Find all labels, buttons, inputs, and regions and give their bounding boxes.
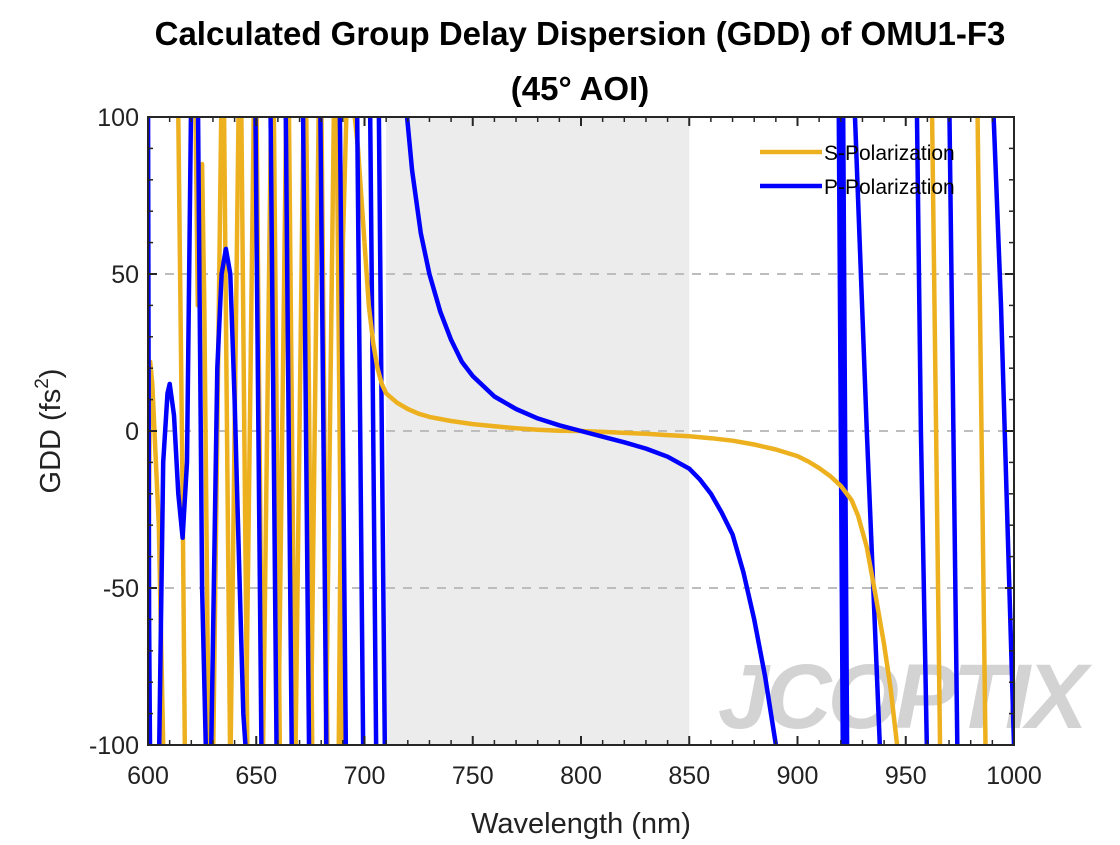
x-tick-label: 850 xyxy=(668,762,710,790)
series-line-p-polarization xyxy=(404,117,779,745)
oscillation-segment xyxy=(195,117,209,745)
legend: S-Polarization P-Polarization xyxy=(760,142,955,199)
oscillation-segment xyxy=(376,117,388,745)
y-axis-label-sup: 2 xyxy=(32,378,53,389)
y-axis-label-main: GDD (fs xyxy=(35,389,67,494)
x-tick-label: 650 xyxy=(235,762,277,790)
x-tick-label: 950 xyxy=(885,762,927,790)
oscillation-segment xyxy=(840,117,850,745)
y-tick-label: 0 xyxy=(125,418,139,446)
chart-subtitle: (45° AOI) xyxy=(511,70,650,107)
oscillation-segment xyxy=(209,246,248,745)
x-tick-label: 900 xyxy=(777,762,819,790)
oscillation-segment xyxy=(852,117,883,745)
oscillation-segment xyxy=(947,117,960,745)
oscillation-segment xyxy=(367,117,379,745)
y-axis-label: GDD (fs2) xyxy=(32,369,67,494)
x-tick-label: 800 xyxy=(560,762,602,790)
oscillation-segment xyxy=(243,117,256,745)
oscillation-segment xyxy=(914,117,930,745)
oscillation-segment xyxy=(253,117,264,745)
watermark: JCOPTIX xyxy=(718,646,1092,748)
oscillation-segment xyxy=(286,117,298,745)
oscillation-segment xyxy=(283,117,294,745)
oscillation-segment xyxy=(991,117,1014,745)
oscillation-segment xyxy=(300,117,312,745)
y-axis-label-close: ) xyxy=(35,369,67,379)
x-tick-label: 600 xyxy=(127,762,169,790)
x-axis-label: Wavelength (nm) xyxy=(471,808,691,840)
axis-ticks xyxy=(147,116,1015,746)
series-line-s-polarization xyxy=(362,242,900,745)
y-tick-label: 100 xyxy=(97,104,139,132)
x-tick-label: 1000 xyxy=(986,762,1042,790)
oscillation-segment xyxy=(354,117,366,745)
oscillation-segment xyxy=(156,117,194,745)
oscillation-segment xyxy=(318,117,329,745)
legend-label-p: P-Polarization xyxy=(824,176,955,199)
oscillation-segment xyxy=(929,117,943,745)
y-tick-label: -50 xyxy=(103,575,139,603)
oscillation-lines xyxy=(148,117,1014,745)
oscillation-segment xyxy=(268,117,279,745)
oscillation-segment xyxy=(337,117,349,745)
legend-label-s: S-Polarization xyxy=(824,142,955,165)
y-tick-label: 50 xyxy=(111,261,139,289)
x-tick-label: 750 xyxy=(452,762,494,790)
oscillation-segment xyxy=(221,117,233,745)
oscillation-segment xyxy=(308,117,321,745)
x-tick-label: 700 xyxy=(344,762,386,790)
oscillation-segment xyxy=(176,117,188,745)
y-tick-label: -100 xyxy=(89,732,139,760)
chart-title: Calculated Group Delay Dispersion (GDD) … xyxy=(155,15,1006,52)
oscillation-segment xyxy=(975,117,988,745)
